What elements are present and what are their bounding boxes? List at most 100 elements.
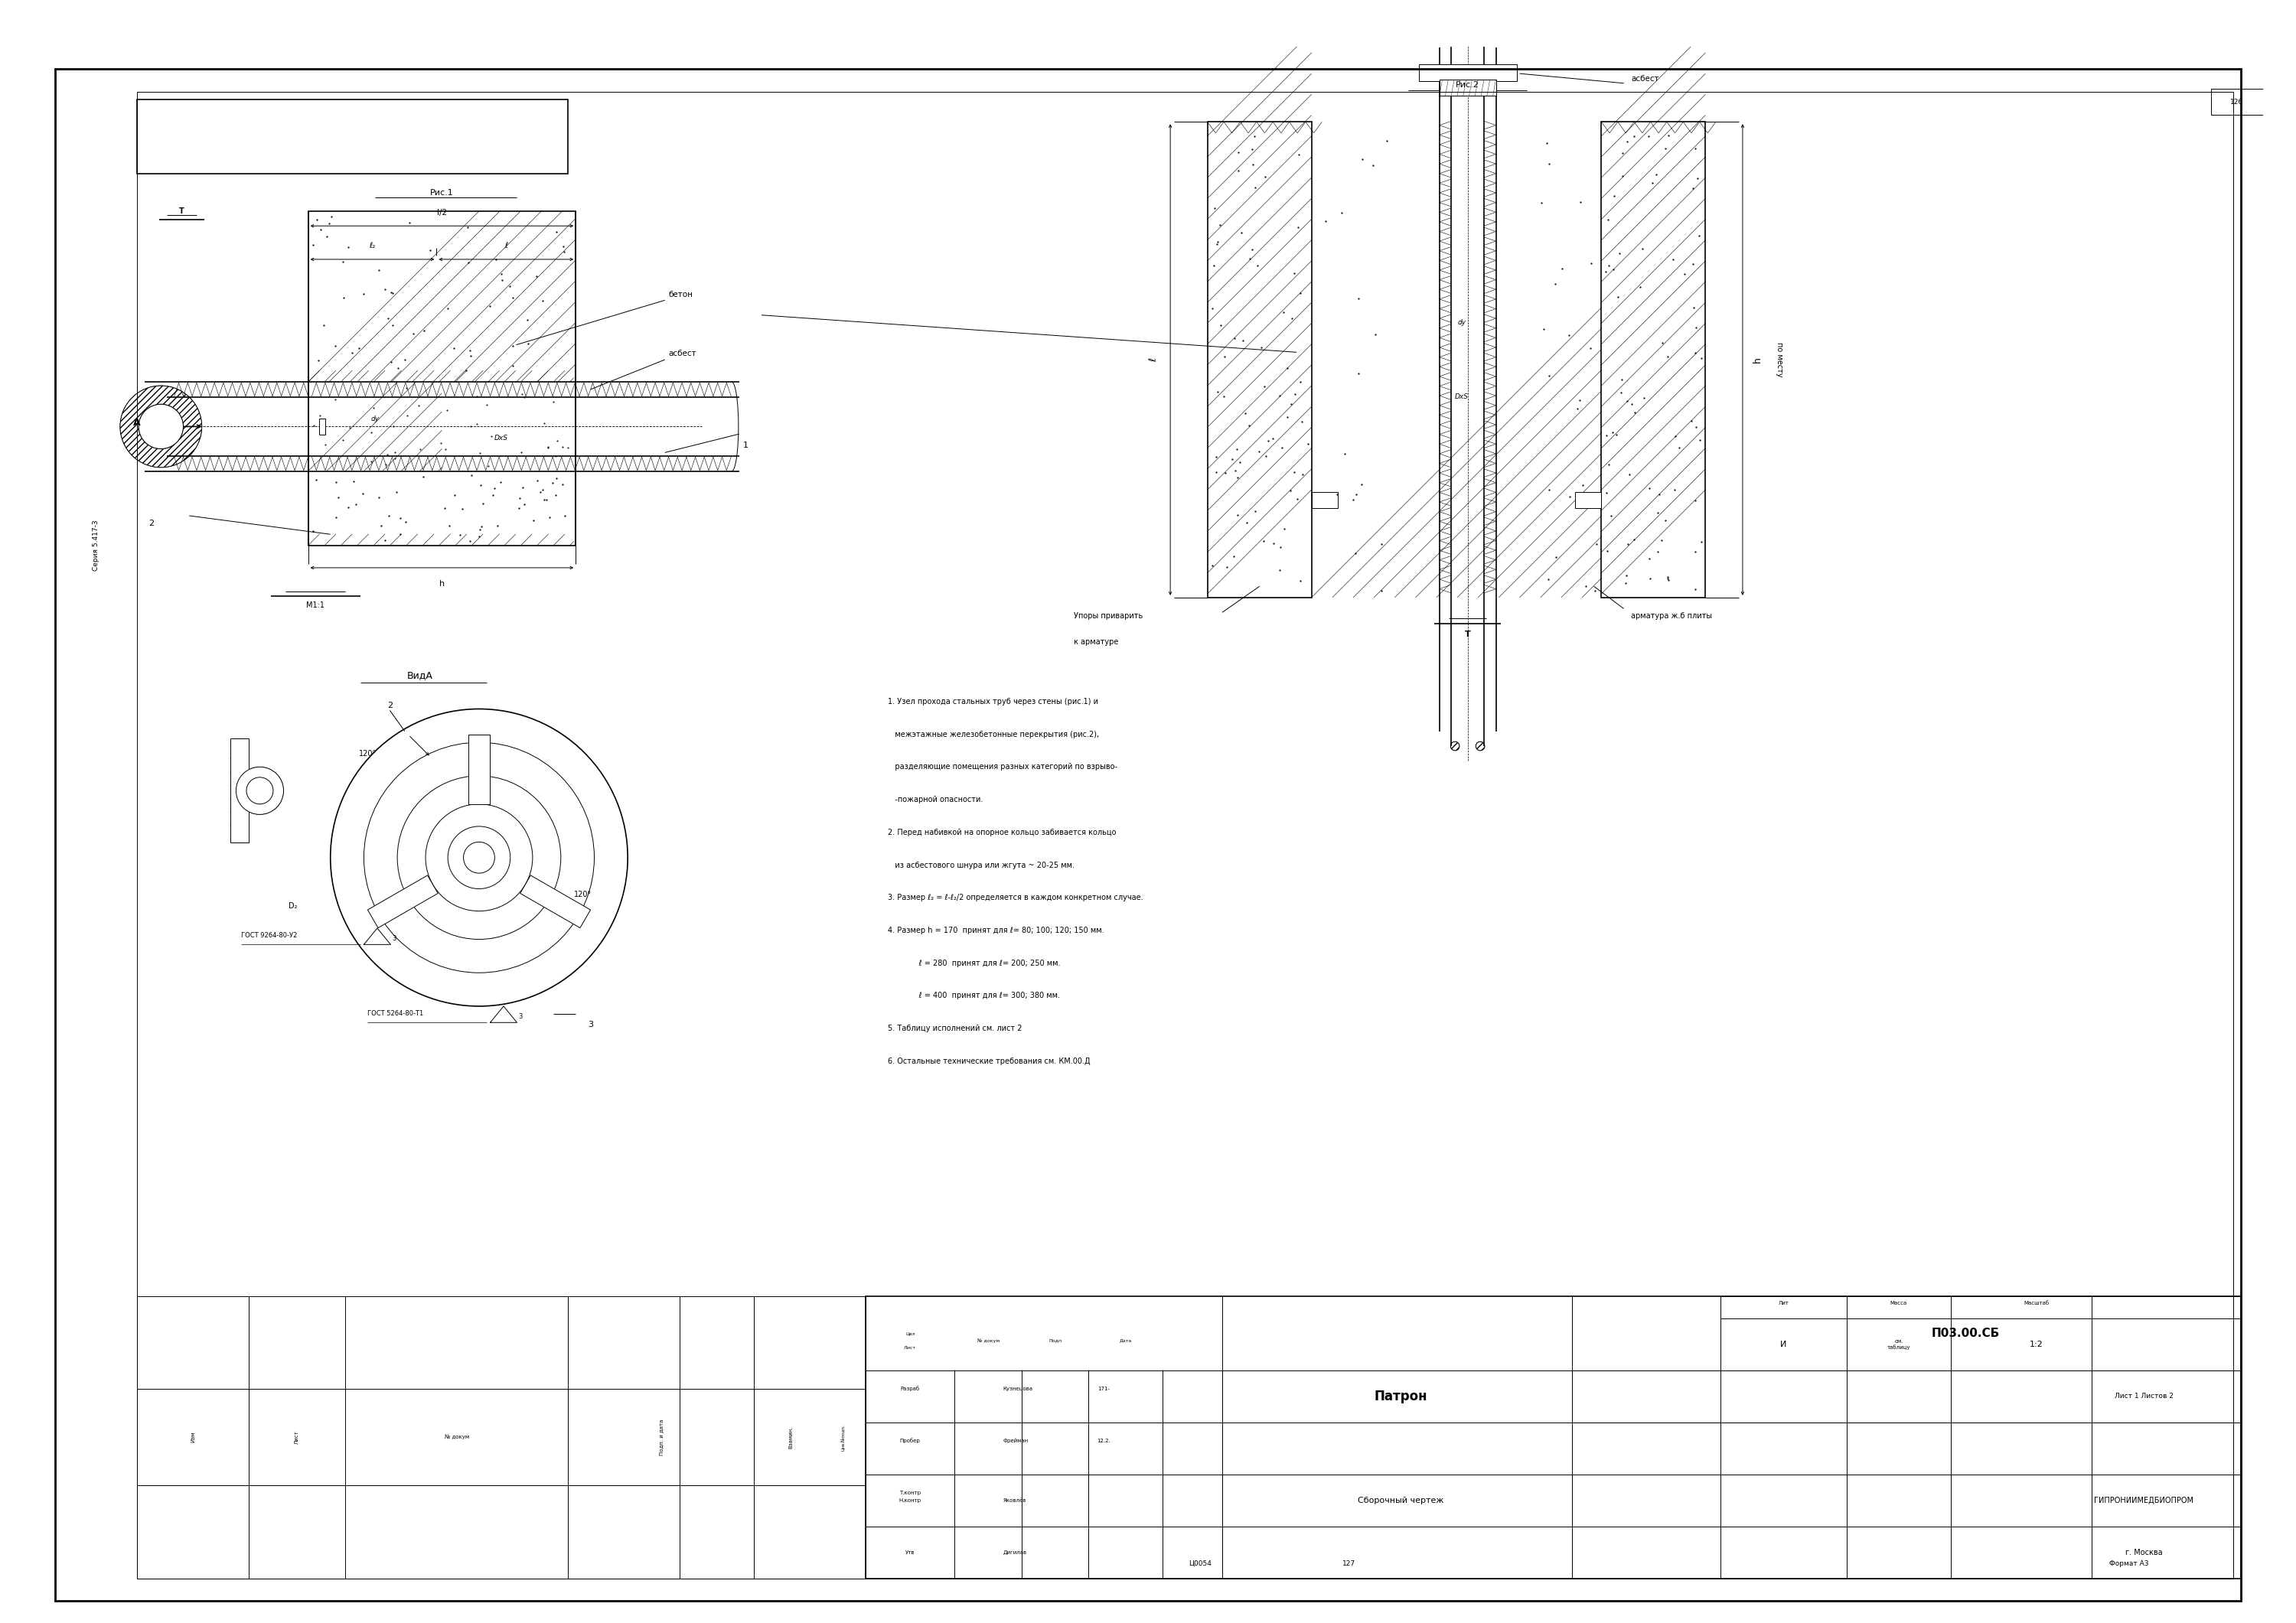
Bar	[1720, 1297, 2241, 1370]
Text: асбест: асбест	[668, 351, 696, 357]
Text: ℓ₂: ℓ₂	[370, 242, 377, 250]
Bar	[866, 1297, 2241, 1579]
Text: 1. Узел прохода стальных труб через стены (рис.1) и: 1. Узел прохода стальных труб через стен…	[889, 698, 1097, 706]
Text: № докум: № докум	[978, 1339, 999, 1342]
Text: ГОСТ 9264-80-У2: ГОСТ 9264-80-У2	[241, 932, 298, 940]
Text: Фрейман: Фрейман	[1003, 1438, 1029, 1443]
Text: Дигилав: Дигилав	[1003, 1550, 1026, 1555]
Text: Лист: Лист	[905, 1345, 916, 1350]
Bar	[1440, 80, 1497, 96]
Text: П03.00.СБ: П03.00.СБ	[1931, 1328, 2000, 1339]
Text: Цнв.№подп.: Цнв.№подп.	[840, 1423, 845, 1451]
Circle shape	[138, 404, 184, 450]
Text: Ц0054: Ц0054	[1189, 1560, 1212, 1566]
Bar	[308, 211, 576, 545]
Text: М1:1: М1:1	[305, 601, 324, 609]
Bar	[230, 738, 248, 842]
Text: Дата: Дата	[1120, 1339, 1132, 1342]
Text: И: И	[1779, 1341, 1786, 1349]
Text: h: h	[439, 581, 445, 588]
Text: Пробер: Пробер	[900, 1438, 921, 1443]
Text: Серия 5.417-3: Серия 5.417-3	[92, 519, 99, 571]
Bar	[1600, 122, 1706, 597]
Text: Н.контр: Н.контр	[900, 1498, 921, 1503]
Text: ℓ: ℓ	[1148, 357, 1159, 362]
Text: Подп: Подп	[1049, 1339, 1061, 1342]
Text: ℓ = 280  принят для ℓ= 200; 250 мм.: ℓ = 280 принят для ℓ= 200; 250 мм.	[889, 959, 1061, 967]
Polygon shape	[468, 735, 489, 803]
Text: DxS: DxS	[494, 435, 507, 441]
Bar	[1208, 122, 1311, 597]
Text: h: h	[1752, 357, 1763, 362]
Text: 3: 3	[393, 935, 397, 941]
Text: D₂: D₂	[289, 902, 298, 911]
Text: 12.2.: 12.2.	[1097, 1438, 1111, 1443]
Text: 2: 2	[149, 519, 154, 527]
Text: Утв: Утв	[905, 1550, 914, 1555]
Text: Рис.1: Рис.1	[429, 188, 455, 196]
Text: Взамин.: Взамин.	[790, 1427, 794, 1448]
Text: 6. Остальные технические требования см. КМ.00.Д: 6. Остальные технические требования см. …	[889, 1058, 1091, 1065]
Text: Патрон: Патрон	[1373, 1389, 1428, 1404]
Text: к арматуре: к арматуре	[1075, 638, 1118, 646]
Circle shape	[1451, 742, 1460, 750]
Text: 5. Таблицу исполнений см. лист 2: 5. Таблицу исполнений см. лист 2	[889, 1024, 1022, 1032]
Bar	[1419, 65, 1518, 81]
Text: 2. Перед набивкой на опорное кольцо забивается кольцо: 2. Перед набивкой на опорное кольцо заби…	[889, 829, 1116, 836]
Circle shape	[138, 404, 184, 450]
Text: № докум: № докум	[445, 1435, 468, 1440]
Text: Т: Т	[1465, 631, 1469, 638]
Polygon shape	[521, 875, 590, 928]
Circle shape	[246, 777, 273, 803]
Text: Кузнецова: Кузнецова	[1003, 1386, 1033, 1391]
Bar	[138, 99, 567, 174]
Text: 3: 3	[588, 1021, 592, 1029]
Text: 4. Размер h = 170  принят для ℓ= 80; 100; 120; 150 мм.: 4. Размер h = 170 принят для ℓ= 80; 100;…	[889, 927, 1104, 935]
Text: по месту: по месту	[1775, 342, 1784, 377]
Text: Лит: Лит	[1777, 1302, 1789, 1307]
Text: разделяющие помещения разных категорий по взрыво-: разделяющие помещения разных категорий п…	[889, 763, 1118, 771]
Text: dy: dy	[1458, 320, 1465, 326]
Text: бетон: бетон	[668, 291, 693, 299]
Text: Подп. и дата: Подп. и дата	[659, 1419, 664, 1456]
Text: Упоры приварить: Упоры приварить	[1075, 612, 1143, 620]
Circle shape	[1476, 742, 1486, 750]
Bar	[1311, 492, 1339, 508]
Text: ВидА: ВидА	[406, 670, 432, 680]
Polygon shape	[367, 875, 439, 928]
Text: г. Москва: г. Москва	[2126, 1548, 2163, 1556]
Text: межэтажные железобетонные перекрытия (рис.2),: межэтажные железобетонные перекрытия (ри…	[889, 730, 1100, 738]
Bar	[138, 1297, 866, 1579]
Text: 3. Размер ℓ₂ = ℓ-ℓ₂/2 определяется в каждом конкретном случае.: 3. Размер ℓ₂ = ℓ-ℓ₂/2 определяется в каж…	[889, 894, 1143, 902]
Text: Лист: Лист	[294, 1430, 298, 1444]
Text: -пожарной опасности.: -пожарной опасности.	[889, 795, 983, 803]
Text: Масса: Масса	[1890, 1302, 1908, 1307]
Text: П03.00.СБ: П03.00.СБ	[312, 130, 393, 143]
Text: dy: dy	[370, 415, 379, 422]
Text: из асбестового шнура или жгута ~ 20-25 мм.: из асбестового шнура или жгута ~ 20-25 м…	[889, 862, 1075, 868]
Text: l/2: l/2	[436, 209, 448, 216]
Circle shape	[236, 768, 285, 815]
Text: 127: 127	[1343, 1560, 1355, 1566]
Text: Рис.2: Рис.2	[1456, 81, 1479, 89]
Text: Изм: Изм	[191, 1431, 195, 1443]
Bar	[2211, 88, 2264, 115]
Text: Разраб: Разраб	[900, 1386, 921, 1391]
Text: Т: Т	[179, 208, 184, 214]
Text: Лист 1 Листов 2: Лист 1 Листов 2	[2115, 1393, 2174, 1399]
Text: A: A	[133, 417, 140, 428]
Text: Сборочный чертеж: Сборочный чертеж	[1357, 1496, 1444, 1505]
Text: 126: 126	[2229, 99, 2243, 105]
Text: Т.контр: Т.контр	[900, 1490, 921, 1495]
Text: Формат А3: Формат А3	[2110, 1560, 2149, 1566]
Text: Яковлёв: Яковлёв	[1003, 1498, 1026, 1503]
Text: ℓ = 400  принят для ℓ= 300; 380 мм.: ℓ = 400 принят для ℓ= 300; 380 мм.	[889, 992, 1061, 1000]
Text: 3: 3	[519, 1013, 523, 1019]
Bar	[1575, 492, 1600, 508]
Text: Масштаб: Масштаб	[2023, 1302, 2048, 1307]
Text: Цвл: Цвл	[905, 1331, 916, 1336]
Text: ℓ: ℓ	[505, 242, 507, 250]
Text: DxS: DxS	[1456, 393, 1469, 401]
Text: 120°: 120°	[574, 891, 592, 899]
Text: см.
таблицу: см. таблицу	[1887, 1339, 1910, 1350]
